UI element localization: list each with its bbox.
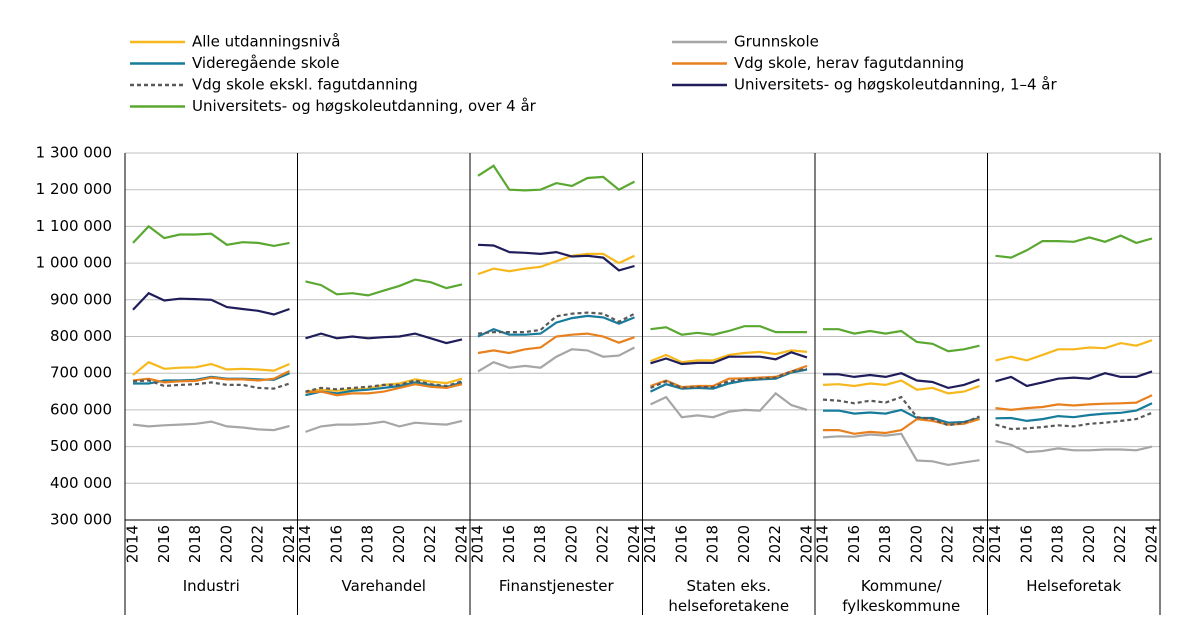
x-tick-label: 2014: [814, 525, 832, 563]
x-tick-label: 2014: [124, 525, 142, 563]
x-tick-label: 2014: [469, 525, 487, 563]
x-tick-label: 2016: [327, 525, 345, 563]
y-tick-label: 800 000: [50, 327, 112, 345]
group-label: Helseforetak: [1026, 577, 1122, 595]
y-tick-label: 700 000: [50, 364, 112, 382]
series-line: [132, 420, 290, 432]
x-tick-label: 2024: [453, 525, 471, 563]
series-line: [132, 379, 290, 390]
y-tick-label: 500 000: [50, 437, 112, 455]
series-line: [650, 351, 808, 366]
x-tick-label: 2018: [186, 525, 204, 563]
x-tick-label: 2022: [939, 525, 957, 563]
x-tick-label: 2016: [500, 525, 518, 563]
series-line: [995, 370, 1153, 388]
x-tick-label: 2022: [594, 525, 612, 563]
series-line: [650, 391, 808, 419]
series-line: [995, 402, 1153, 423]
y-tick-label: 400 000: [50, 474, 112, 492]
x-tick-label: 2020: [735, 525, 753, 563]
series-line: [823, 328, 980, 353]
x-tick-label: 2020: [1080, 525, 1098, 563]
series-line: [305, 332, 463, 345]
legend-label: Universitets- og høgskoleutdanning, over…: [192, 97, 537, 115]
series-line: [132, 370, 290, 384]
series-line: [132, 360, 290, 376]
series-line: [823, 372, 980, 390]
series-line: [477, 311, 636, 335]
y-tick-label: 1 000 000: [36, 254, 112, 272]
y-tick-label: 1 200 000: [36, 180, 112, 198]
series-line: [132, 224, 290, 248]
legend-label: Videregående skole: [192, 54, 339, 72]
group-label: Varehandel: [341, 577, 426, 595]
legend-label: Universitets- og høgskoleutdanning, 1–4 …: [734, 76, 1058, 94]
x-tick-label: 2020: [562, 525, 580, 563]
x-tick-label: 2016: [672, 525, 690, 563]
x-tick-label: 2022: [1111, 525, 1129, 563]
x-tick-label: 2014: [986, 525, 1004, 563]
x-tick-label: 2024: [1143, 525, 1161, 563]
series-line: [305, 419, 463, 433]
x-tick-label: 2024: [280, 525, 298, 563]
series-line: [477, 243, 635, 272]
x-tick-label: 2018: [359, 525, 377, 563]
y-tick-label: 600 000: [50, 400, 112, 418]
x-tick-label: 2024: [798, 525, 816, 563]
x-tick-label: 2024: [625, 525, 643, 563]
legend-label: Grunnskole: [734, 33, 819, 51]
x-tick-label: 2020: [907, 525, 925, 563]
series-line: [477, 332, 635, 355]
series-line: [132, 291, 290, 316]
series-line: [822, 395, 980, 427]
series-line: [305, 278, 463, 297]
x-tick-label: 2016: [155, 525, 173, 563]
series-line: [995, 440, 1153, 454]
y-tick-label: 1 300 000: [36, 144, 112, 162]
legend-label: Alle utdanningsnivå: [192, 33, 340, 51]
series-line: [995, 411, 1153, 431]
series-line: [650, 325, 807, 336]
series-line: [477, 164, 636, 192]
legend-label: Vdg skole, herav fagutdanning: [734, 54, 964, 72]
x-tick-label: 2024: [970, 525, 988, 563]
series-line: [995, 394, 1153, 412]
y-tick-label: 900 000: [50, 290, 112, 308]
x-tick-label: 2016: [1017, 525, 1035, 563]
series-line: [650, 349, 808, 364]
series-line: [823, 408, 980, 424]
series-line: [650, 367, 808, 390]
series-line: [477, 314, 635, 338]
group-label: Staten eks. helseforetakene: [668, 577, 790, 615]
y-tick-label: 300 000: [50, 511, 112, 529]
series-line: [305, 383, 463, 397]
series-line: [305, 381, 463, 397]
x-tick-label: 2020: [390, 525, 408, 563]
x-tick-label: 2018: [531, 525, 549, 563]
series-line: [822, 432, 980, 467]
x-tick-label: 2014: [296, 525, 314, 563]
x-tick-label: 2018: [704, 525, 722, 563]
x-tick-label: 2018: [876, 525, 894, 563]
group-label: Finanstjenester: [498, 577, 614, 595]
x-tick-label: 2020: [217, 525, 235, 563]
x-tick-label: 2016: [845, 525, 863, 563]
x-tick-label: 2014: [641, 525, 659, 563]
series-line: [822, 379, 980, 395]
x-tick-label: 2022: [249, 525, 267, 563]
y-tick-label: 1 100 000: [36, 217, 112, 235]
x-tick-label: 2018: [1049, 525, 1067, 563]
x-tick-label: 2022: [766, 525, 784, 563]
series-line: [995, 234, 1153, 259]
group-label: Industri: [182, 577, 240, 595]
series-line: [995, 339, 1153, 362]
series-line: [305, 379, 463, 393]
group-label: Kommune/ fylkeskommune: [842, 577, 961, 615]
x-tick-label: 2022: [421, 525, 439, 563]
series-line: [477, 252, 635, 276]
legend-label: Vdg skole ekskl. fagutdanning: [192, 76, 418, 94]
series-line: [477, 346, 636, 373]
